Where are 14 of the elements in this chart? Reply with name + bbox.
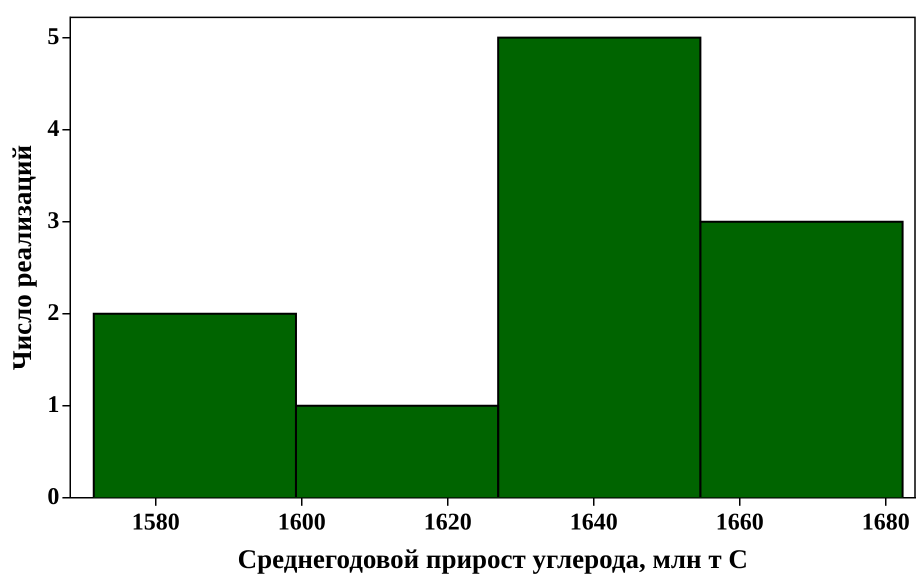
x-tick-label: 1600 [278,509,326,536]
x-tick-label: 1660 [716,509,764,536]
y-tick-label: 2 [47,300,60,326]
y-tick-label: 0 [47,484,60,510]
x-tick-label: 1640 [570,509,618,536]
x-tick-label: 1580 [132,509,180,536]
x-axis-title: Среднегодовой прирост углерода, млн т C [238,544,748,574]
y-tick-label: 1 [47,392,60,418]
y-axis-title: Число реализаций [7,144,38,370]
y-tick-label: 3 [47,208,60,234]
x-tick-label: 1620 [424,509,472,536]
x-tick-label: 1680 [862,509,910,536]
y-tick-label: 5 [47,24,60,50]
y-tick-label: 4 [47,116,60,142]
